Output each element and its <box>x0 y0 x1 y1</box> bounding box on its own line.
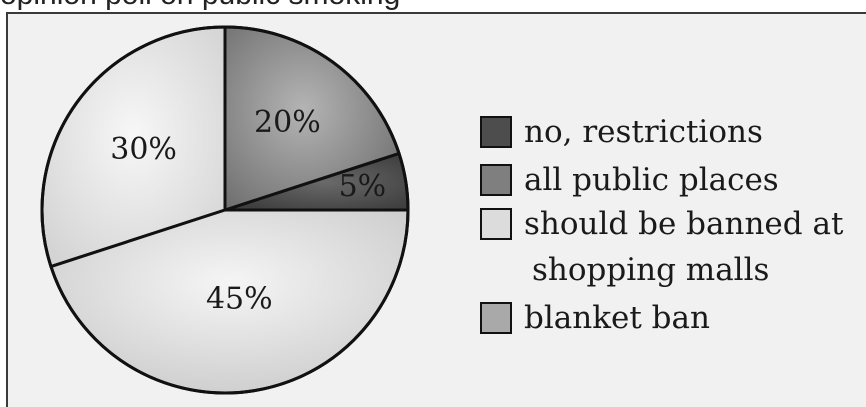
legend-item-2: all public places <box>480 162 779 198</box>
legend-swatch-4 <box>480 302 512 334</box>
pie-value-label-3: 30% <box>110 132 177 167</box>
pie-value-labels: 5% 20% 30% 45% <box>110 105 386 316</box>
legend-label-1: no, restrictions <box>524 114 763 150</box>
legend-label-2: all public places <box>524 162 779 198</box>
legend-label-3-line2: shopping malls <box>532 252 770 288</box>
legend-label-3: should be banned at <box>524 206 844 242</box>
pie-slices <box>40 25 410 395</box>
chart-panel: 5% 20% 30% 45% no, restrictions all public p… <box>6 12 866 407</box>
legend-item-1: no, restrictions <box>480 114 763 150</box>
pie-value-label-2: 20% <box>254 105 321 140</box>
legend-swatch-2 <box>480 164 512 196</box>
legend-item-3: should be banned at <box>480 206 843 242</box>
pie-value-label-4: 45% <box>206 281 273 316</box>
legend-item-4: blanket ban <box>480 300 710 336</box>
pie-chart: 5% 20% 30% 45% <box>40 25 410 395</box>
header-fragment: opinion poll on public smoking <box>0 0 400 12</box>
pie-outline <box>40 25 410 395</box>
pie-value-label-1: 5% <box>339 169 387 204</box>
legend-label-4: blanket ban <box>524 300 710 336</box>
legend-swatch-3 <box>480 208 512 240</box>
legend-swatch-1 <box>480 116 512 148</box>
